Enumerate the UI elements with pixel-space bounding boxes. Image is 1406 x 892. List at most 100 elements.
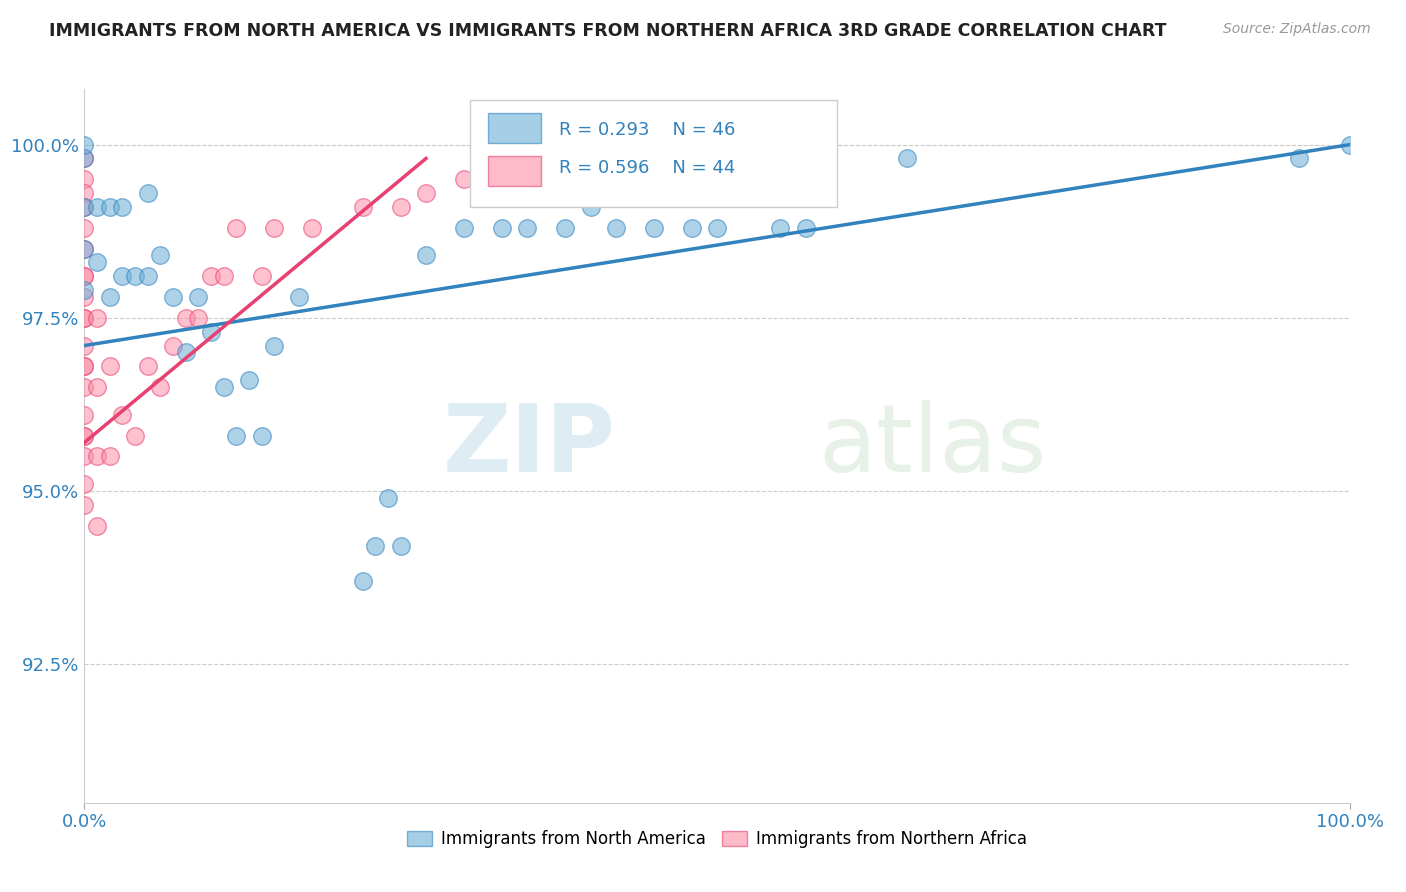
Point [73, 408, 96, 422]
Point [149, 380, 172, 394]
Point [212, 269, 235, 284]
Text: ZIP: ZIP [443, 400, 616, 492]
Point [86, 310, 108, 325]
Point [73, 338, 96, 352]
Point [643, 220, 665, 235]
Point [86, 380, 108, 394]
Point [162, 290, 184, 304]
Point [73, 450, 96, 464]
Point [389, 200, 412, 214]
Point [630, 186, 652, 201]
Point [73, 269, 96, 284]
Point [73, 283, 96, 297]
Point [73, 200, 96, 214]
Point [73, 290, 96, 304]
Point [225, 428, 247, 442]
Text: R = 0.596    N = 44: R = 0.596 N = 44 [560, 159, 735, 178]
Point [554, 220, 576, 235]
Point [491, 220, 513, 235]
Point [73, 152, 96, 166]
Point [73, 152, 96, 166]
Point [453, 220, 475, 235]
Point [136, 186, 159, 201]
Point [149, 248, 172, 262]
FancyBboxPatch shape [470, 100, 838, 207]
Point [187, 310, 209, 325]
Point [73, 242, 96, 256]
Point [174, 345, 197, 359]
Point [352, 200, 374, 214]
Point [681, 220, 703, 235]
Text: R = 0.293    N = 46: R = 0.293 N = 46 [560, 121, 735, 139]
Point [301, 220, 323, 235]
Point [73, 359, 96, 374]
Text: Source: ZipAtlas.com: Source: ZipAtlas.com [1223, 22, 1371, 37]
Point [73, 137, 96, 152]
Point [111, 269, 134, 284]
Point [200, 325, 222, 339]
Point [124, 269, 146, 284]
Point [794, 220, 817, 235]
Point [364, 540, 387, 554]
Point [98, 450, 121, 464]
Point [136, 359, 159, 374]
Point [86, 518, 108, 533]
Point [516, 220, 538, 235]
Point [73, 310, 96, 325]
Point [769, 220, 792, 235]
Point [453, 172, 475, 186]
Point [389, 540, 412, 554]
Point [605, 220, 627, 235]
Point [250, 428, 273, 442]
Point [73, 498, 96, 512]
Point [250, 269, 273, 284]
Text: atlas: atlas [818, 400, 1046, 492]
Point [111, 408, 134, 422]
Point [86, 450, 108, 464]
Point [896, 152, 918, 166]
Point [73, 186, 96, 201]
Point [238, 373, 260, 387]
Point [98, 359, 121, 374]
Point [124, 428, 146, 442]
Legend: Immigrants from North America, Immigrants from Northern Africa: Immigrants from North America, Immigrant… [401, 824, 1033, 855]
Point [73, 428, 96, 442]
Point [668, 186, 690, 201]
Point [415, 186, 437, 201]
Point [136, 269, 159, 284]
Point [579, 200, 602, 214]
FancyBboxPatch shape [488, 113, 541, 144]
Point [73, 172, 96, 186]
Point [111, 200, 134, 214]
Point [263, 220, 285, 235]
Point [187, 290, 209, 304]
Point [73, 477, 96, 491]
Point [162, 338, 184, 352]
Point [1339, 137, 1361, 152]
Point [174, 310, 197, 325]
Point [377, 491, 399, 505]
Point [200, 269, 222, 284]
Point [73, 269, 96, 284]
Point [706, 220, 728, 235]
Point [1288, 152, 1310, 166]
Point [98, 290, 121, 304]
Point [73, 200, 96, 214]
Point [352, 574, 374, 588]
Point [263, 338, 285, 352]
Point [73, 242, 96, 256]
Point [225, 220, 247, 235]
Text: IMMIGRANTS FROM NORTH AMERICA VS IMMIGRANTS FROM NORTHERN AFRICA 3RD GRADE CORRE: IMMIGRANTS FROM NORTH AMERICA VS IMMIGRA… [49, 22, 1167, 40]
Point [73, 220, 96, 235]
Point [86, 200, 108, 214]
Point [73, 380, 96, 394]
Point [288, 290, 311, 304]
FancyBboxPatch shape [488, 156, 541, 186]
Point [212, 380, 235, 394]
Point [73, 359, 96, 374]
Point [415, 248, 437, 262]
Point [73, 310, 96, 325]
Point [86, 255, 108, 269]
Point [98, 200, 121, 214]
Point [73, 428, 96, 442]
